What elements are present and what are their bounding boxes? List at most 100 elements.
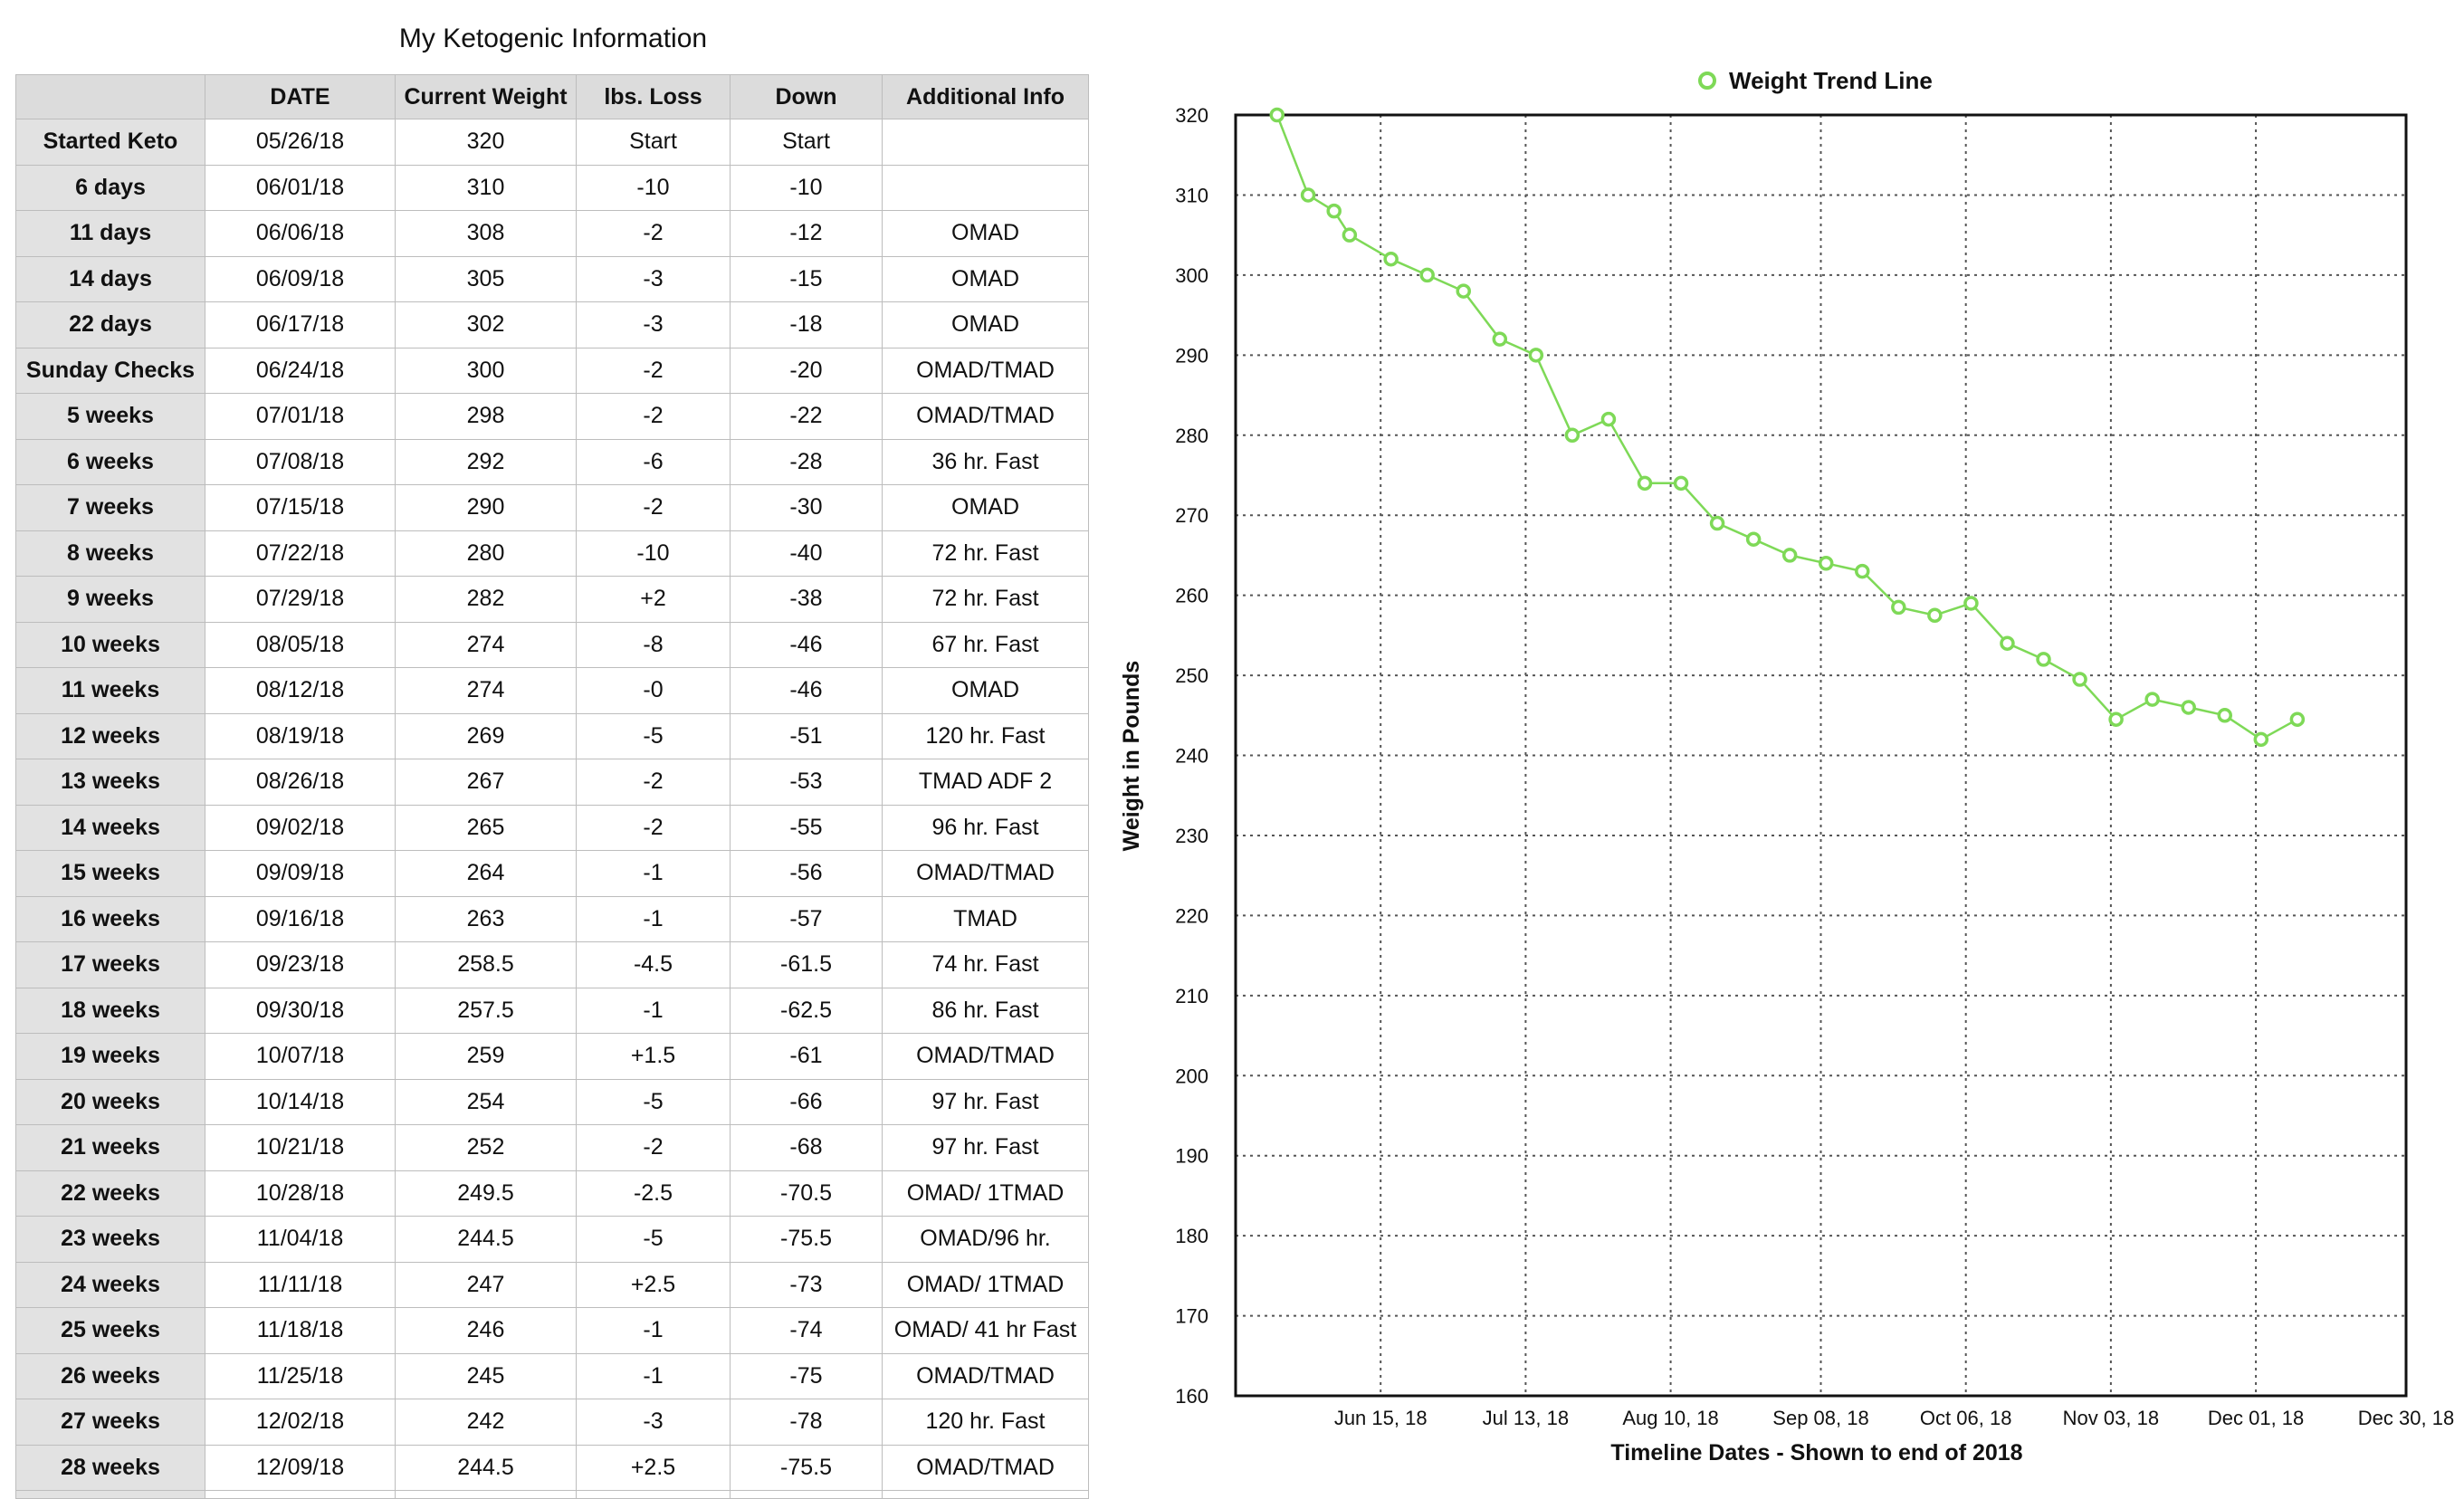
chart-grid (1236, 115, 2406, 1396)
table-row: 6 weeks 07/08/18 292 -6 -28 36 hr. Fast (15, 438, 1089, 485)
y-tick-label: 270 (1175, 504, 1208, 527)
row-label: 10 weeks (15, 621, 205, 668)
additional-info-cell: OMAD/TMAD (882, 850, 1089, 897)
table-row: 25 weeks 11/18/18 246 -1 -74 OMAD/ 41 hr Fast (15, 1307, 1089, 1354)
data-point (2108, 711, 2124, 727)
lbs-loss-cell: +2.5 (576, 1444, 731, 1491)
current-weight-cell: 298 (395, 393, 577, 440)
date-cell: 05/26/18 (205, 119, 396, 166)
lbs-loss-cell: -6 (576, 438, 731, 485)
additional-info-cell: TMAD ADF 2 (882, 759, 1089, 806)
lbs-loss-cell: -2 (576, 347, 731, 394)
ketogenic-info-table: DATE Current Weight lbs. Loss Down Addit… (15, 74, 1089, 1499)
data-point (2000, 635, 2015, 651)
data-point (1326, 203, 1342, 219)
table-row: 23 weeks 11/04/18 244.5 -5 -75.5 OMAD/96 hr. (15, 1216, 1089, 1263)
x-tick-label: Sep 08, 18 (1772, 1407, 1868, 1429)
date-cell: 07/22/18 (205, 530, 396, 577)
date-cell: 07/29/18 (205, 576, 396, 623)
down-cell: -75 (730, 1352, 883, 1399)
lbs-loss-cell: -5 (576, 712, 731, 759)
table-row: 17 weeks 09/23/18 258.5 -4.5 -61.5 74 hr. Fas… (15, 941, 1089, 988)
additional-info-cell: 120 hr. Fast (882, 712, 1089, 759)
lbs-loss-cell: -10 (576, 530, 731, 577)
table-row: 5 weeks 07/01/18 298 -2 -22 OMAD/TMAD (15, 393, 1089, 440)
lbs-loss-cell: +2 (576, 576, 731, 623)
data-point (2036, 652, 2051, 667)
table-row: 14 days 06/09/18 305 -3 -15 OMAD (15, 255, 1089, 302)
additional-info-cell: OMAD (882, 301, 1089, 348)
data-point (2289, 711, 2306, 727)
data-point (1673, 475, 1689, 492)
down-cell: -66 (730, 1078, 883, 1125)
row-label: Started Keto (15, 119, 205, 166)
empty-cell (576, 1490, 731, 1499)
down-cell: -15 (730, 255, 883, 302)
y-tick-label: 320 (1175, 104, 1208, 127)
lbs-loss-cell: -2 (576, 759, 731, 806)
additional-info-cell: OMAD (882, 667, 1089, 714)
date-cell: 06/09/18 (205, 255, 396, 302)
additional-info-cell: OMAD/96 hr. (882, 1216, 1089, 1263)
additional-info-cell: 74 hr. Fast (882, 941, 1089, 988)
date-cell: 10/21/18 (205, 1124, 396, 1171)
table-row: 27 weeks 12/02/18 242 -3 -78 120 hr. Fast (15, 1399, 1089, 1446)
row-label: 12 weeks (15, 712, 205, 759)
lbs-loss-cell: -2 (576, 484, 731, 531)
table-row: 13 weeks 08/26/18 267 -2 -53 TMAD ADF 2 (15, 759, 1089, 806)
current-weight-cell: 320 (395, 119, 577, 166)
row-label: 22 weeks (15, 1170, 205, 1217)
data-point (1419, 267, 1435, 283)
current-weight-cell: 249.5 (395, 1170, 577, 1217)
lbs-loss-cell: -2 (576, 804, 731, 851)
table-row: 18 weeks 09/30/18 257.5 -1 -62.5 86 hr. Fast (15, 987, 1089, 1034)
x-tick-label: Aug 10, 18 (1622, 1407, 1718, 1429)
data-point (1891, 599, 1906, 616)
table-row: 6 days 06/01/18 310 -10 -10 (15, 164, 1089, 211)
row-label: 27 weeks (15, 1399, 205, 1446)
table-row: 14 weeks 09/02/18 265 -2 -55 96 hr. Fast (15, 804, 1089, 851)
additional-info-cell (882, 164, 1089, 211)
data-point (1269, 107, 1285, 123)
header-additional-info: Additional Info (882, 74, 1089, 119)
x-tick-label: Nov 03, 18 (2063, 1407, 2159, 1429)
lbs-loss-cell: -1 (576, 1352, 731, 1399)
down-cell: -46 (730, 621, 883, 668)
data-point (1745, 531, 1762, 547)
date-cell: 09/02/18 (205, 804, 396, 851)
data-point (1855, 563, 1870, 579)
x-tick-label: Dec 01, 18 (2208, 1407, 2304, 1429)
table-row: 22 days 06/17/18 302 -3 -18 OMAD (15, 301, 1089, 348)
y-tick-label: 190 (1175, 1145, 1208, 1168)
y-tick-label: 240 (1175, 745, 1208, 768)
y-tick-label: 180 (1175, 1225, 1208, 1247)
down-cell: -57 (730, 895, 883, 942)
date-cell: 08/05/18 (205, 621, 396, 668)
table-row: Started Keto 05/26/18 320 Start Start (15, 119, 1089, 166)
lbs-loss-cell: -1 (576, 1307, 731, 1354)
date-cell: 10/14/18 (205, 1078, 396, 1125)
current-weight-cell: 267 (395, 759, 577, 806)
current-weight-cell: 258.5 (395, 941, 577, 988)
current-weight-cell: 257.5 (395, 987, 577, 1034)
row-label: 13 weeks (15, 759, 205, 806)
down-cell: -78 (730, 1399, 883, 1446)
x-axis-ticks: Jun 15, 18 Jul 13, 18 Aug 10, 18 Sep 08, 18… (1334, 1407, 2454, 1429)
x-tick-label: Dec 30, 18 (2358, 1407, 2454, 1429)
additional-info-cell: OMAD/TMAD (882, 1444, 1089, 1491)
y-tick-label: 310 (1175, 184, 1208, 206)
y-tick-label: 170 (1175, 1305, 1208, 1328)
legend: Weight Trend Line (1698, 67, 1933, 94)
date-cell: 10/28/18 (205, 1170, 396, 1217)
down-cell: -20 (730, 347, 883, 394)
lbs-loss-cell: Start (576, 119, 731, 166)
date-cell: 08/26/18 (205, 759, 396, 806)
data-point (2253, 731, 2269, 748)
date-cell: 11/11/18 (205, 1261, 396, 1308)
date-cell: 07/08/18 (205, 438, 396, 485)
current-weight-cell: 292 (395, 438, 577, 485)
empty-cell (395, 1490, 577, 1499)
current-weight-cell: 247 (395, 1261, 577, 1308)
row-label: 16 weeks (15, 895, 205, 942)
additional-info-cell: TMAD (882, 895, 1089, 942)
